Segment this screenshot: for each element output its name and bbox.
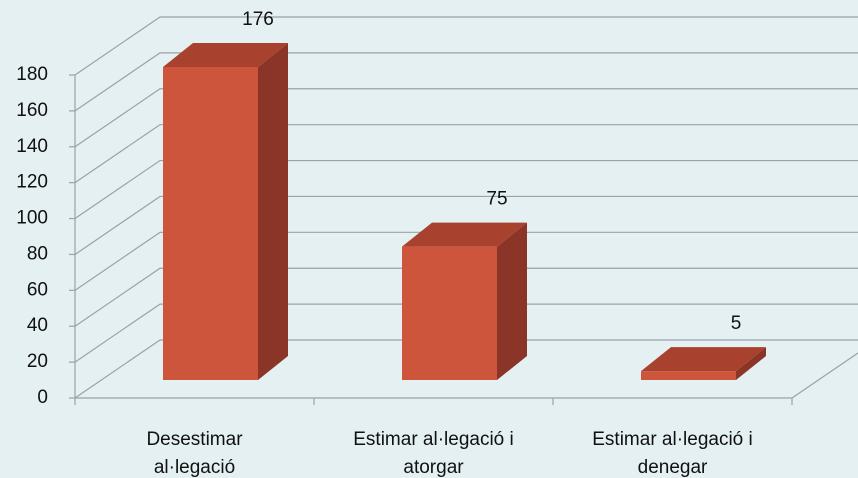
grid-line [74, 124, 858, 184]
x-tick-label-line: Desestimar [146, 429, 243, 450]
y-tick-label: 120 [16, 172, 48, 193]
bar-top [163, 43, 288, 67]
bar [163, 43, 288, 380]
bar-side [258, 43, 288, 380]
bar-top [402, 222, 527, 247]
y-tick-label: 60 [27, 279, 48, 300]
grid-line [74, 339, 858, 399]
x-tick-label: Estimar al·legació i denegar [592, 429, 753, 478]
y-tick-label: 160 [16, 100, 48, 121]
value-label: 75 [486, 189, 507, 210]
grid-line [74, 231, 858, 291]
value-label: 176 [242, 9, 274, 30]
grid-line [74, 88, 858, 148]
y-tick-label: 20 [27, 351, 48, 372]
grid-line [74, 195, 858, 255]
x-tick-label: Desestimar al·legació [146, 429, 243, 478]
x-tick-label-line: Estimar al·legació i [592, 429, 753, 450]
bar-front [402, 246, 497, 380]
bar [641, 347, 766, 380]
grid-line [74, 267, 858, 327]
value-label: 5 [731, 313, 742, 334]
y-tick-label: 140 [16, 136, 48, 157]
bar-side [736, 347, 766, 380]
x-tick-label-line: Estimar al·legació i [353, 429, 514, 450]
grid-line [74, 303, 858, 363]
x-tick-label-line: al·legació [154, 457, 235, 478]
x-tick-label-line: atorgar [403, 457, 464, 478]
y-tick-label: 40 [27, 315, 48, 336]
bar-side [497, 222, 527, 380]
y-tick-label: 0 [37, 387, 48, 408]
bar-top [641, 347, 766, 372]
y-tick-label: 80 [27, 243, 48, 264]
y-tick-label: 180 [16, 64, 48, 85]
bar-front [641, 371, 736, 380]
x-tick-label-line: denegar [638, 457, 708, 478]
bar [402, 222, 527, 380]
grid-line [74, 52, 858, 112]
grid-line [74, 16, 858, 76]
grid-line [74, 159, 858, 220]
x-tick-label: Estimar al·legació i atorgar [353, 429, 514, 478]
y-tick-label: 100 [16, 208, 48, 229]
bar-front [163, 67, 258, 380]
